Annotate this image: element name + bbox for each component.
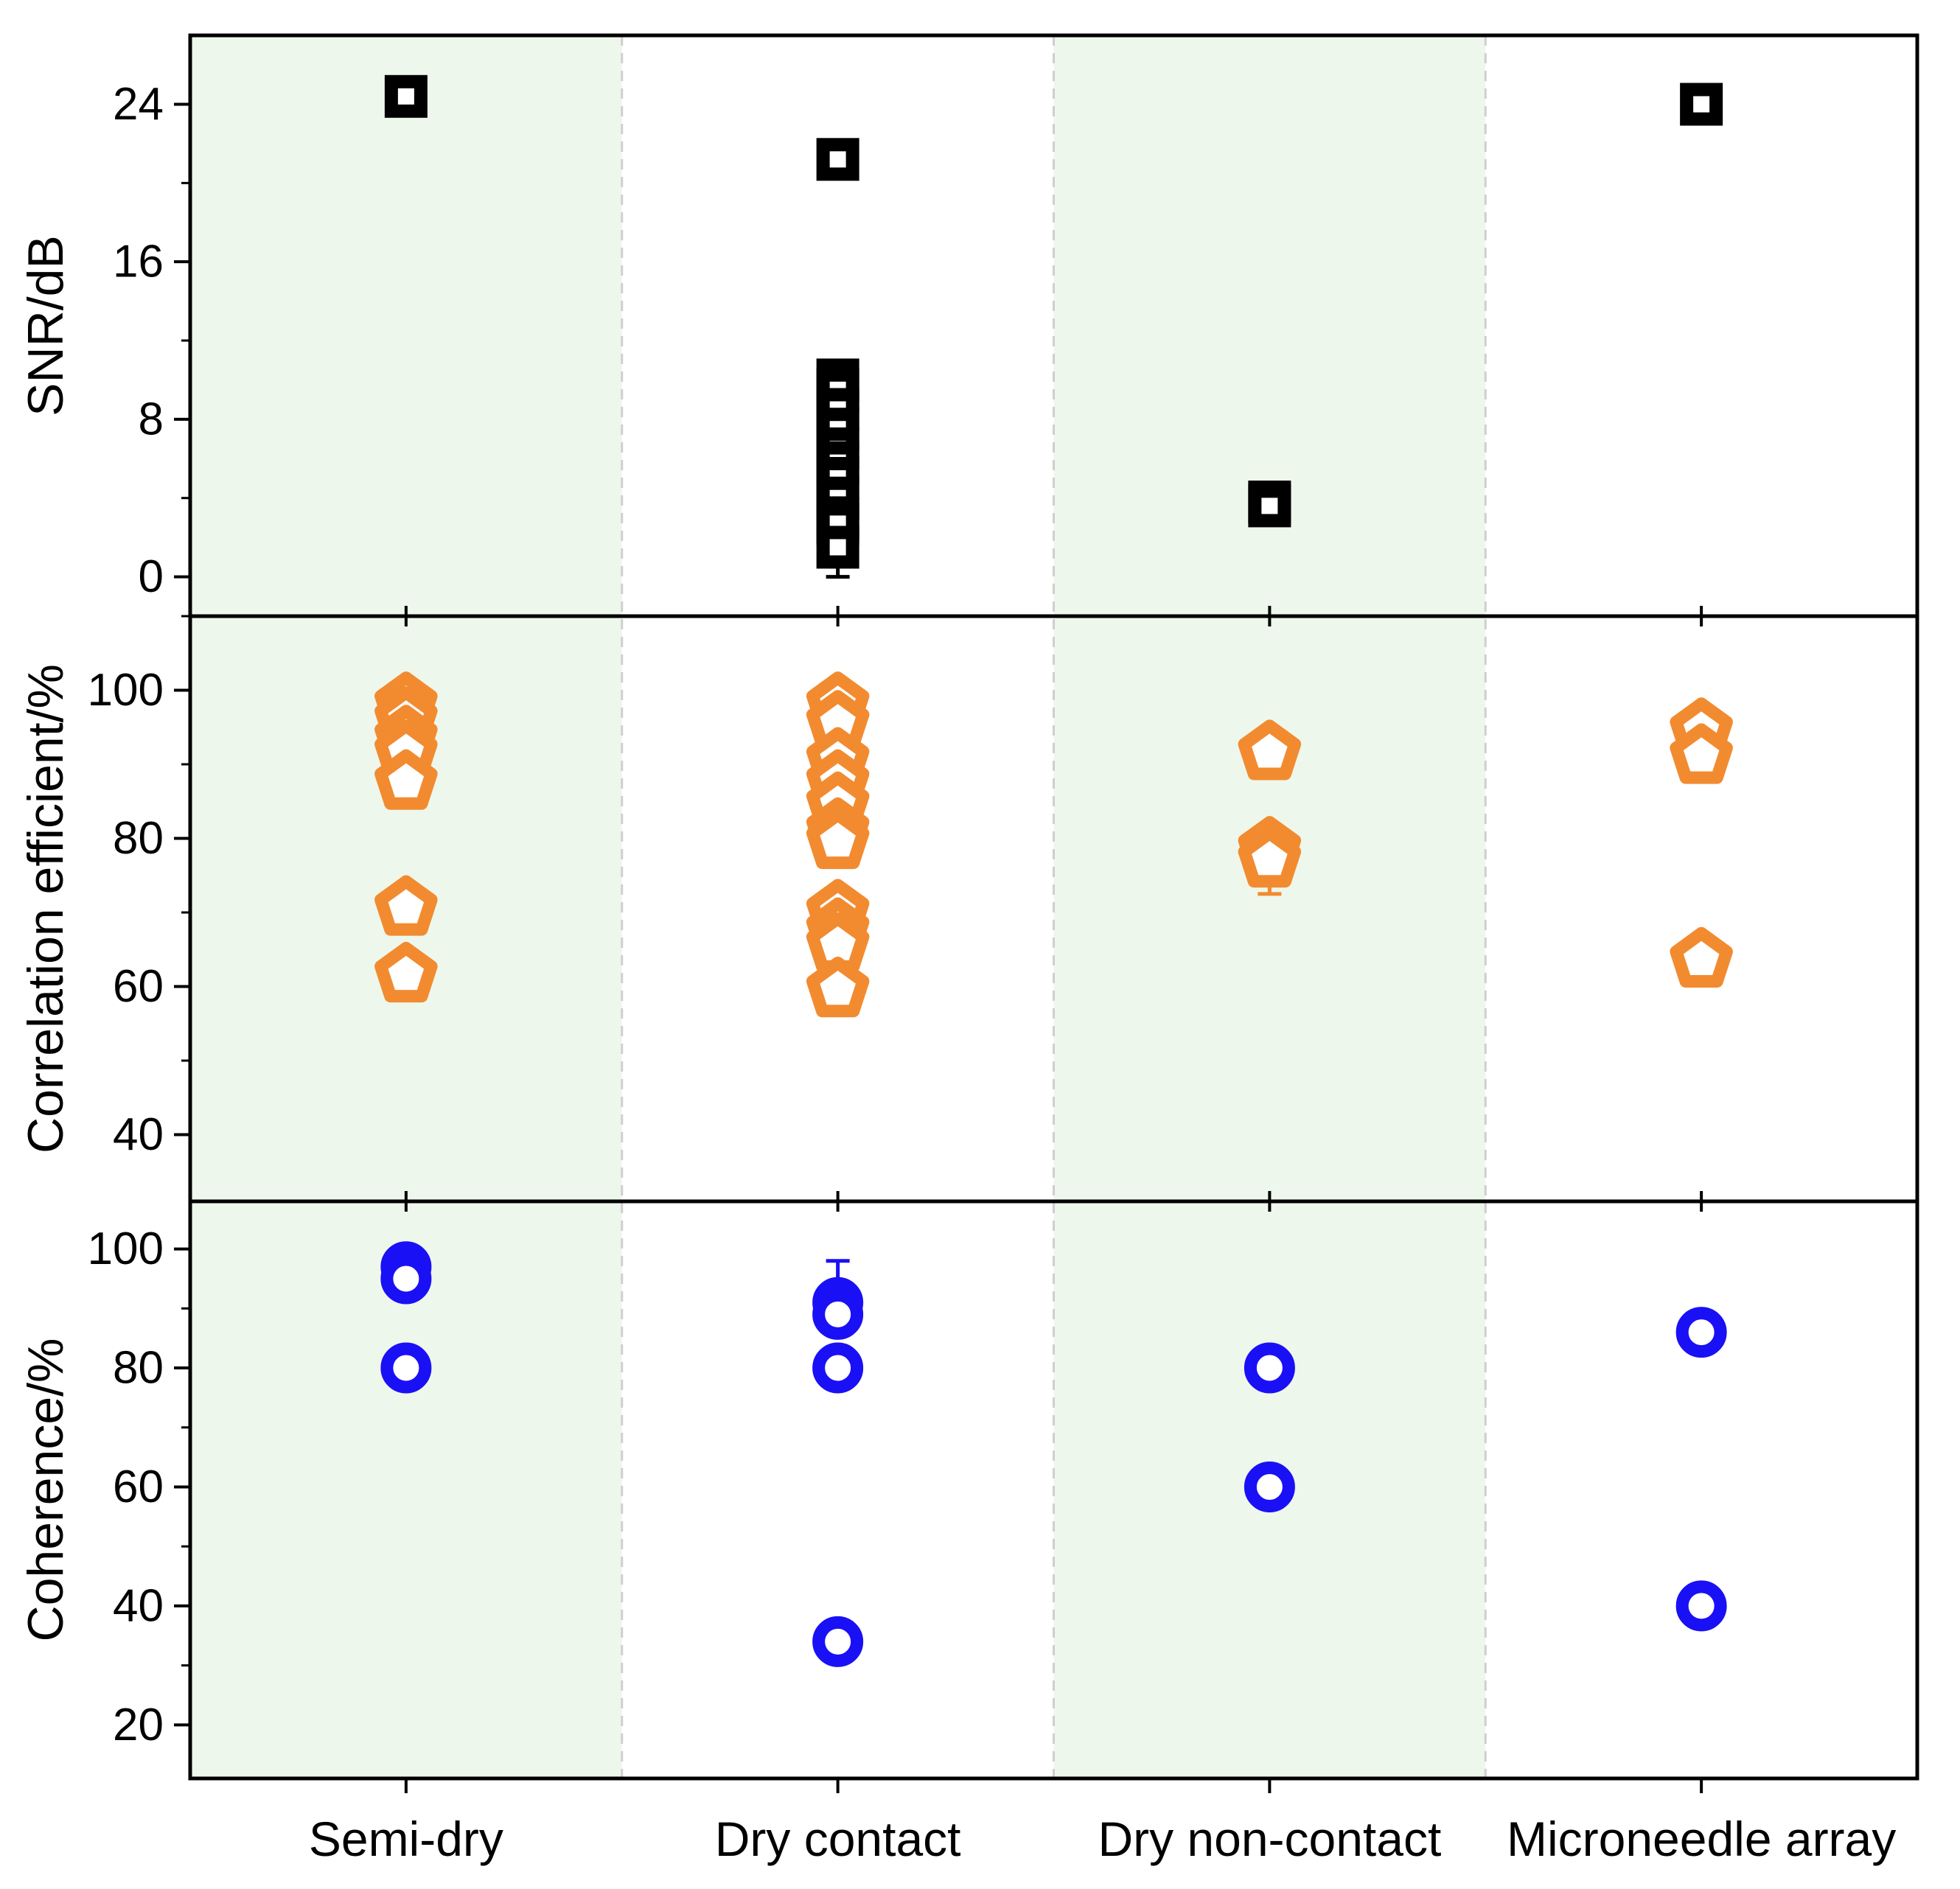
panel-corr: 40 60 80 100 Correlation efficient/% — [18, 615, 1733, 1160]
data-point-corr — [1670, 723, 1733, 784]
data-point-snr — [816, 138, 859, 181]
y-axis-title: SNR/dB — [18, 235, 74, 416]
y-tick-label: 60 — [113, 961, 164, 1012]
data-point-corr — [374, 875, 438, 936]
shade-dry-non-contact — [1053, 35, 1486, 1778]
data-point-coh — [380, 1342, 432, 1394]
data-point-corr — [1238, 719, 1302, 781]
y-axis-title: Correlation efficient/% — [18, 664, 74, 1153]
category-shading — [190, 35, 1486, 1778]
y-tick-label: 80 — [113, 813, 164, 864]
square-marker-hole — [829, 539, 846, 556]
panels: 0 8 16 24 SNR/dB 40 60 80 100 Correlation efficie… — [18, 74, 1733, 1750]
data-point-coh — [1244, 1461, 1295, 1512]
y-tick-label: 100 — [88, 1223, 164, 1274]
data-point-snr — [1680, 83, 1723, 126]
x-category-label: Microneedle array — [1507, 1812, 1896, 1866]
data-point-corr — [806, 957, 870, 1018]
square-marker-hole — [1693, 96, 1710, 113]
y-tick-label: 16 — [113, 237, 164, 287]
square-marker-hole — [1261, 497, 1278, 514]
data-point-coh — [812, 1288, 864, 1340]
square-marker-hole — [829, 151, 846, 168]
panel-frames — [188, 33, 1919, 1781]
data-point-corr — [374, 749, 438, 810]
data-point-corr — [1238, 827, 1302, 888]
panel-coh: 20 40 60 80 100 Coherence/% — [18, 1223, 1727, 1750]
panel-snr: 0 8 16 24 SNR/dB — [18, 74, 1723, 602]
data-point-corr — [1670, 926, 1733, 988]
x-category-label: Dry non-contact — [1098, 1812, 1441, 1866]
x-category-label: Dry contact — [715, 1812, 961, 1866]
category-dividers — [621, 35, 1487, 1778]
data-point-snr — [1248, 484, 1291, 528]
data-point-corr — [374, 941, 438, 1003]
x-category-label: Semi-dry — [309, 1812, 503, 1866]
data-point-snr — [384, 74, 428, 118]
data-point-coh — [380, 1253, 432, 1305]
y-tick-label: 8 — [139, 394, 164, 444]
y-tick-label: 24 — [113, 79, 164, 130]
square-marker-hole — [397, 88, 414, 105]
data-point-coh — [812, 1616, 864, 1667]
data-point-coh — [1244, 1342, 1295, 1394]
y-tick-label: 100 — [88, 665, 164, 716]
x-axis: Semi-dry Dry contact Dry non-contact Micron… — [309, 606, 1896, 1866]
data-point-snr — [816, 526, 859, 569]
data-point-coh — [1675, 1580, 1727, 1632]
panel-frame — [188, 1199, 1919, 1781]
y-tick-label: 0 — [139, 551, 164, 602]
y-tick-label: 60 — [113, 1462, 164, 1512]
data-point-coh — [1675, 1307, 1727, 1358]
y-tick-label: 40 — [113, 1109, 164, 1160]
data-point-corr — [806, 809, 870, 870]
y-axis-title: Coherence/% — [18, 1338, 74, 1641]
y-tick-label: 80 — [113, 1343, 164, 1394]
y-tick-label: 40 — [113, 1580, 164, 1631]
data-point-coh — [812, 1342, 864, 1394]
y-tick-label: 20 — [113, 1700, 164, 1750]
